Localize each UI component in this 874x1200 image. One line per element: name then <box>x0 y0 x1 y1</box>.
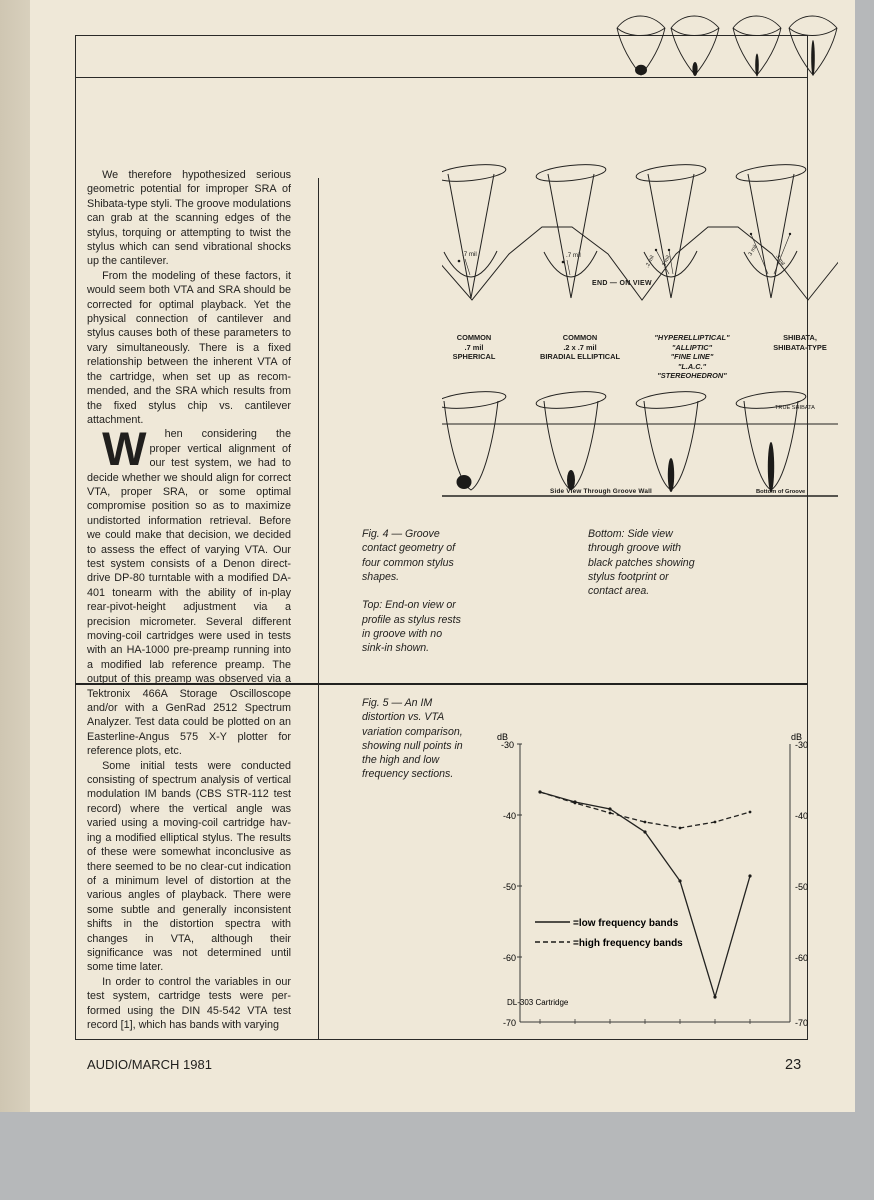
svg-text:-60: -60 <box>795 953 808 963</box>
svg-text:-30: -30 <box>795 740 808 750</box>
svg-text:10°: 10° <box>571 1028 584 1030</box>
svg-text:18°: 18° <box>639 1028 652 1030</box>
svg-text:=low frequency bands: =low frequency bands <box>573 918 679 929</box>
svg-text:-40: -40 <box>795 811 808 821</box>
svg-text:6°: 6° <box>537 1028 545 1030</box>
svg-text:-60: -60 <box>503 953 516 963</box>
svg-text:=high frequency bands: =high frequency bands <box>573 938 683 949</box>
svg-text:END — ON VIEW: END — ON VIEW <box>592 280 652 287</box>
svg-text:-30: -30 <box>501 740 514 750</box>
svg-text:DL-303 Cartridge: DL-303 Cartridge <box>507 998 569 1007</box>
svg-text:-70: -70 <box>795 1018 808 1028</box>
svg-text:Side View Through Groove Wall: Side View Through Groove Wall <box>550 488 652 495</box>
svg-text:.7 mil: .7 mil <box>462 251 477 258</box>
svg-text:3 mil: 3 mil <box>774 254 785 267</box>
svg-text:30°: 30° <box>741 1028 754 1030</box>
svg-text:3 mil: 3 mil <box>748 244 759 257</box>
svg-text:.7 mil: .7 mil <box>566 252 581 259</box>
svg-text:22°: 22° <box>673 1028 686 1030</box>
svg-text:26°: 26° <box>707 1028 720 1030</box>
svg-text:-40: -40 <box>503 811 516 821</box>
svg-text:-50: -50 <box>795 882 808 892</box>
svg-text:14°: 14° <box>605 1028 618 1030</box>
svg-text:TRUE SHIBATA: TRUE SHIBATA <box>775 405 815 411</box>
svg-text:-70: -70 <box>503 1018 516 1028</box>
svg-text:-50: -50 <box>503 882 516 892</box>
svg-text:Bottom of Groove: Bottom of Groove <box>756 489 806 495</box>
